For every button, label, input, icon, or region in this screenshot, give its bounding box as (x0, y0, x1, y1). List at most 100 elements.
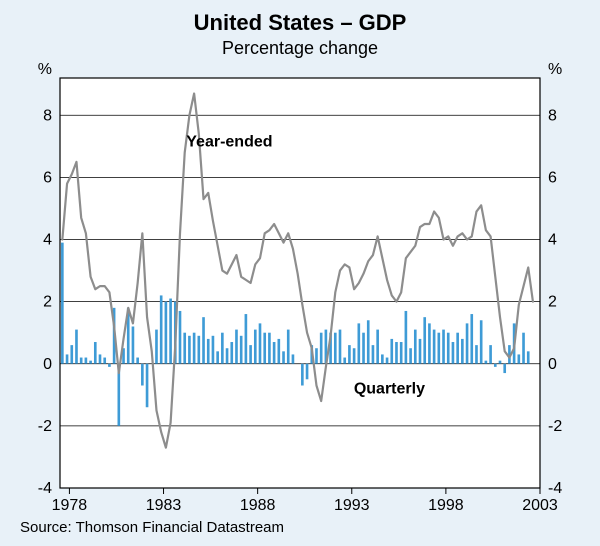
bar (381, 354, 384, 363)
bar (320, 333, 323, 364)
bar (235, 330, 238, 364)
bar (226, 348, 229, 364)
bar (367, 320, 370, 363)
bar (193, 333, 196, 364)
ytick-right: 4 (548, 232, 557, 249)
ytick-right: -4 (548, 480, 562, 497)
ytick-left: -2 (38, 418, 52, 435)
bar (141, 364, 144, 386)
bar (287, 330, 290, 364)
bar (146, 364, 149, 407)
bar (428, 323, 431, 363)
ytick-left: -4 (38, 480, 52, 497)
bar (103, 358, 106, 364)
ytick-left: 4 (43, 232, 52, 249)
bar (419, 339, 422, 364)
bar (386, 358, 389, 364)
bar (447, 333, 450, 364)
chart-container: -4-4-2-20022446688%%19781983198819931998… (0, 0, 600, 546)
bar (362, 333, 365, 364)
y-unit-right: % (548, 61, 562, 78)
bar (423, 317, 426, 364)
bar (108, 364, 111, 367)
bar (475, 345, 478, 364)
bar (165, 302, 168, 364)
ytick-right: 8 (548, 107, 557, 124)
bar (136, 358, 139, 364)
bar (198, 336, 201, 364)
ytick-left: 8 (43, 107, 52, 124)
bar (334, 333, 337, 364)
bar (372, 345, 375, 364)
bar (405, 311, 408, 364)
bar (216, 351, 219, 363)
bar (240, 336, 243, 364)
bar (461, 339, 464, 364)
xtick-label: 1983 (146, 497, 182, 514)
ytick-right: -2 (548, 418, 562, 435)
bar (132, 326, 135, 363)
bar (263, 333, 266, 364)
bar (400, 342, 403, 364)
bar (494, 364, 497, 367)
bar (339, 330, 342, 364)
bar (390, 339, 393, 364)
ytick-left: 2 (43, 294, 52, 311)
xtick-label: 1993 (334, 497, 370, 514)
bar (61, 243, 64, 364)
bar (348, 345, 351, 364)
annotation: Year-ended (186, 133, 272, 150)
annotation: Quarterly (354, 380, 425, 397)
bar (409, 348, 412, 364)
ytick-left: 0 (43, 356, 52, 373)
bar (499, 361, 502, 364)
bar (485, 361, 488, 364)
bar (249, 345, 252, 364)
bar (254, 330, 257, 364)
bar (183, 333, 186, 364)
xtick-label: 1998 (428, 497, 464, 514)
gdp-chart: -4-4-2-20022446688%%19781983198819931998… (0, 0, 600, 546)
bar (80, 358, 83, 364)
bar (343, 358, 346, 364)
bar (480, 320, 483, 363)
bar (470, 314, 473, 364)
xtick-label: 1978 (52, 497, 88, 514)
bar (466, 323, 469, 363)
bar (245, 314, 248, 364)
bar (70, 345, 73, 364)
bar (160, 295, 163, 363)
bar (66, 354, 69, 363)
bar (85, 358, 88, 364)
bar (221, 333, 224, 364)
bar (89, 361, 92, 364)
bar (522, 333, 525, 364)
bar (273, 342, 276, 364)
bar (155, 330, 158, 364)
ytick-right: 6 (548, 169, 557, 186)
bar (527, 351, 530, 363)
bar (207, 339, 210, 364)
xtick-label: 2003 (522, 497, 558, 514)
bar (94, 342, 97, 364)
bar (282, 351, 285, 363)
bar (202, 317, 205, 364)
bar (414, 330, 417, 364)
bar (376, 330, 379, 364)
chart-title: United States – GDP (194, 10, 407, 35)
bar (188, 336, 191, 364)
ytick-right: 0 (548, 356, 557, 373)
bar (395, 342, 398, 364)
bar (518, 354, 521, 363)
bar (315, 348, 318, 364)
source-label: Source: Thomson Financial Datastream (20, 519, 284, 536)
bar (292, 354, 295, 363)
bar (306, 364, 309, 380)
bar (169, 299, 172, 364)
ytick-right: 2 (548, 294, 557, 311)
bar (452, 342, 455, 364)
bar (259, 323, 262, 363)
bar (301, 364, 304, 386)
xtick-label: 1988 (240, 497, 276, 514)
ytick-left: 6 (43, 169, 52, 186)
